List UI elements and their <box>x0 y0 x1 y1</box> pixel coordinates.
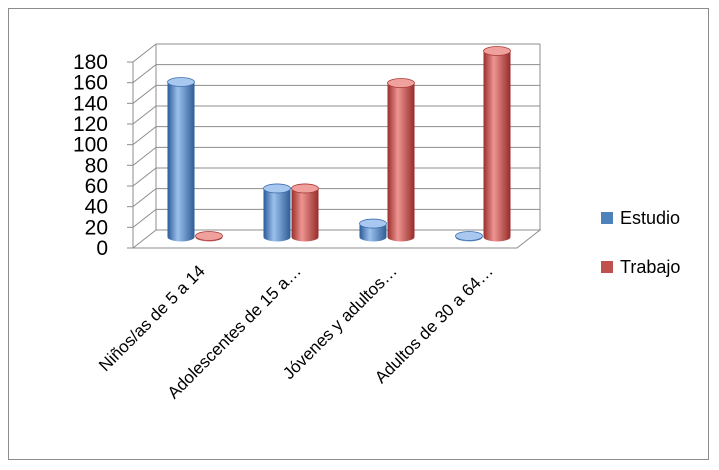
floor <box>131 229 542 249</box>
bar-top <box>455 231 483 241</box>
gridline-side <box>132 167 157 187</box>
bar-top <box>291 183 319 194</box>
y-tick-label: 140 <box>73 92 108 115</box>
bar-trabajo <box>195 231 223 242</box>
y-tick-label: 40 <box>85 196 108 219</box>
y-tick-label: 120 <box>73 113 108 136</box>
bar-trabajo <box>291 183 319 242</box>
legend-label: Trabajo <box>620 257 680 277</box>
bar-top <box>167 77 195 87</box>
chart-walls <box>131 44 542 249</box>
legend-label: Estudio <box>620 208 680 228</box>
gridline-side <box>132 84 157 104</box>
plot-area <box>167 46 511 242</box>
y-tick-label: 20 <box>85 216 108 239</box>
y-tick-label: 80 <box>85 154 108 177</box>
bar-body <box>263 188 291 242</box>
gridline-side <box>132 43 157 63</box>
y-tick-label: 0 <box>96 237 108 260</box>
bar-body <box>483 51 511 242</box>
bar-body <box>387 83 415 242</box>
bar-body <box>359 223 387 242</box>
bar-top <box>263 183 291 194</box>
gridline-side <box>132 146 157 166</box>
bar-estudio <box>263 183 291 242</box>
bar-trabajo <box>387 78 415 242</box>
y-tick-label: 60 <box>85 175 108 198</box>
y-tick-label: 100 <box>73 134 108 157</box>
y-tick-label: 180 <box>73 51 108 74</box>
bar-body <box>167 82 195 242</box>
gridline-side <box>132 208 157 228</box>
legend-swatch <box>601 212 613 224</box>
bar-top <box>483 46 511 56</box>
gridline-side <box>132 126 157 146</box>
bar-top <box>195 231 223 241</box>
x-tick-label: Niños/as de 5 a 14 <box>95 261 209 375</box>
gridline-side <box>132 188 157 208</box>
gridlines <box>132 43 540 228</box>
legend-item-estudio: Estudio <box>601 208 680 228</box>
bar-top <box>359 218 387 229</box>
bar-top <box>387 78 415 88</box>
gridline-side <box>132 64 157 84</box>
bar-estudio <box>455 231 483 242</box>
gridline-side <box>132 105 157 125</box>
bar-trabajo <box>483 46 511 242</box>
chart-frame <box>8 8 709 460</box>
bar-body <box>291 188 319 242</box>
bar-estudio <box>167 77 195 242</box>
bar-estudio <box>359 218 387 242</box>
legend: Estudio Trabajo <box>601 208 680 277</box>
y-tick-label: 160 <box>73 72 108 95</box>
legend-item-trabajo: Trabajo <box>601 257 680 277</box>
legend-swatch <box>601 261 613 273</box>
